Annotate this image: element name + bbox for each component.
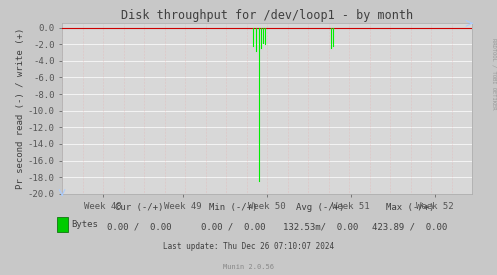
- Text: Max (-/+): Max (-/+): [386, 203, 434, 212]
- Text: Cur (-/+): Cur (-/+): [115, 203, 164, 212]
- Text: 423.89 /  0.00: 423.89 / 0.00: [372, 222, 448, 231]
- Text: 132.53m/  0.00: 132.53m/ 0.00: [283, 222, 358, 231]
- Y-axis label: Pr second read (-) / write (+): Pr second read (-) / write (+): [16, 28, 25, 189]
- Text: Min (-/+): Min (-/+): [209, 203, 258, 212]
- Text: RRDTOOL / TOBI OETIKER: RRDTOOL / TOBI OETIKER: [491, 39, 496, 110]
- Text: 0.00 /  0.00: 0.00 / 0.00: [107, 222, 171, 231]
- Text: Last update: Thu Dec 26 07:10:07 2024: Last update: Thu Dec 26 07:10:07 2024: [163, 242, 334, 251]
- Text: Bytes: Bytes: [71, 220, 98, 229]
- Text: Munin 2.0.56: Munin 2.0.56: [223, 264, 274, 270]
- Title: Disk throughput for /dev/loop1 - by month: Disk throughput for /dev/loop1 - by mont…: [121, 9, 413, 22]
- Text: 0.00 /  0.00: 0.00 / 0.00: [201, 222, 266, 231]
- Text: Avg (-/+): Avg (-/+): [296, 203, 345, 212]
